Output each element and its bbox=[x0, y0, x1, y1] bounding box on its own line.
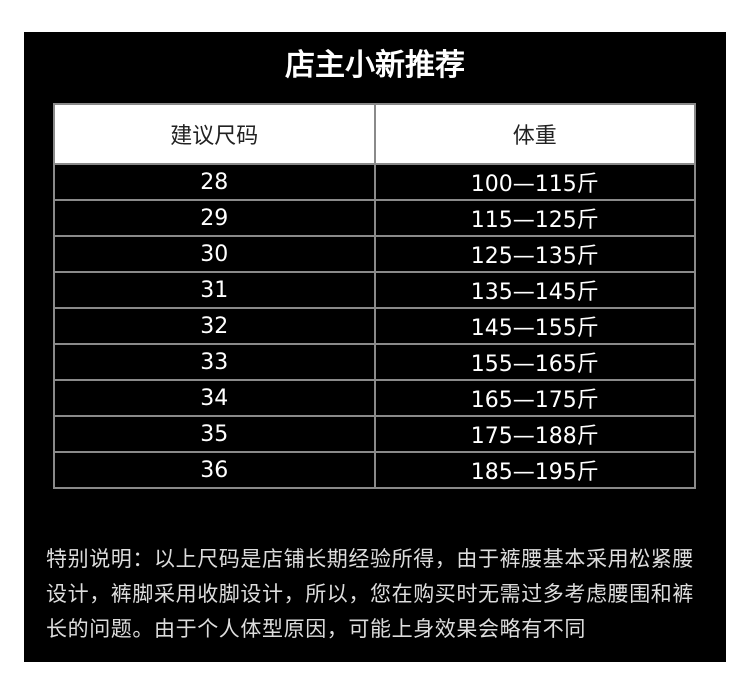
table-row: 36 185—195斤 bbox=[53, 451, 696, 489]
table-row: 32 145—155斤 bbox=[53, 307, 696, 345]
column-header: 建议尺码 bbox=[53, 103, 376, 165]
table-row: 33 155—165斤 bbox=[53, 343, 696, 381]
panel: 店主小新推荐 建议尺码 体重 28 100—115斤 29 115—125斤 30 125… bbox=[24, 32, 726, 662]
weight-cell: 100—115斤 bbox=[373, 163, 696, 201]
size-cell: 35 bbox=[53, 415, 376, 453]
table-row: 34 165—175斤 bbox=[53, 379, 696, 417]
table-row: 29 115—125斤 bbox=[53, 199, 696, 237]
size-cell: 33 bbox=[53, 343, 376, 381]
table-row: 31 135—145斤 bbox=[53, 271, 696, 309]
title: 店主小新推荐 bbox=[285, 48, 465, 83]
column-header: 体重 bbox=[373, 103, 696, 165]
size-cell: 36 bbox=[53, 451, 376, 489]
size-cell: 29 bbox=[53, 199, 376, 237]
weight-cell: 175—188斤 bbox=[373, 415, 696, 453]
table-row: 35 175—188斤 bbox=[53, 415, 696, 453]
table-body: 28 100—115斤 29 115—125斤 30 125—135斤 31 135—145斤… bbox=[53, 163, 696, 489]
size-cell: 31 bbox=[53, 271, 376, 309]
header-row: 建议尺码 体重 bbox=[53, 103, 696, 165]
weight-cell: 125—135斤 bbox=[373, 235, 696, 273]
weight-cell: 155—165斤 bbox=[373, 343, 696, 381]
size-cell: 30 bbox=[53, 235, 376, 273]
size-table: 建议尺码 体重 28 100—115斤 29 115—125斤 30 125—135斤 31… bbox=[53, 103, 696, 489]
size-cell: 28 bbox=[53, 163, 376, 201]
table-row: 30 125—135斤 bbox=[53, 235, 696, 273]
table-row: 28 100—115斤 bbox=[53, 163, 696, 201]
weight-cell: 135—145斤 bbox=[373, 271, 696, 309]
note: 特别说明：以上尺码是店铺长期经验所得，由于裤腰基本采用松紧腰设计，裤脚采用收脚设… bbox=[46, 547, 694, 641]
weight-cell: 165—175斤 bbox=[373, 379, 696, 417]
weight-cell: 115—125斤 bbox=[373, 199, 696, 237]
size-cell: 34 bbox=[53, 379, 376, 417]
weight-cell: 185—195斤 bbox=[373, 451, 696, 489]
weight-cell: 145—155斤 bbox=[373, 307, 696, 345]
size-cell: 32 bbox=[53, 307, 376, 345]
